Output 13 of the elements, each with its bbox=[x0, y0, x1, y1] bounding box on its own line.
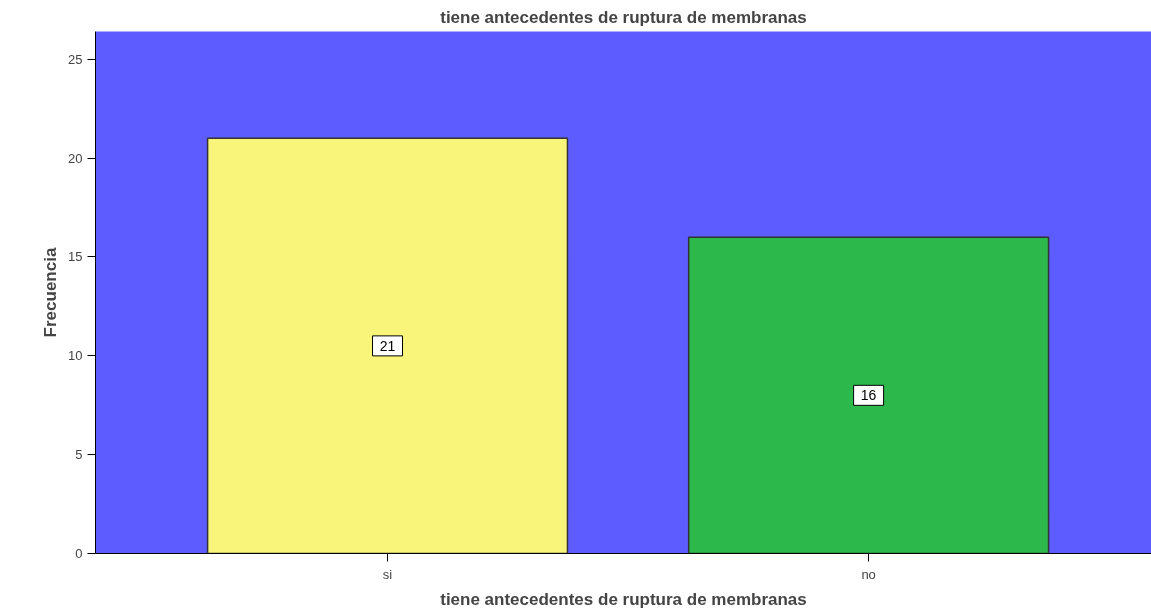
x-axis-title: tiene antecedentes de ruptura de membranas bbox=[440, 589, 807, 609]
data-label: 16 bbox=[860, 387, 877, 404]
y-tick-label: 15 bbox=[68, 249, 83, 265]
y-axis-title: Frecuencia bbox=[41, 247, 61, 338]
y-tick-label: 10 bbox=[68, 348, 83, 364]
y-tick-label: 0 bbox=[75, 546, 83, 561]
data-label: 21 bbox=[379, 337, 396, 354]
chart-title: tiene antecedentes de ruptura de membranas bbox=[440, 7, 807, 27]
x-tick-label: si bbox=[382, 566, 393, 582]
y-tick-label: 25 bbox=[68, 51, 83, 67]
y-tick-label: 20 bbox=[68, 150, 83, 166]
y-tick-label: 5 bbox=[75, 447, 83, 463]
x-tick-label: no bbox=[861, 566, 876, 582]
